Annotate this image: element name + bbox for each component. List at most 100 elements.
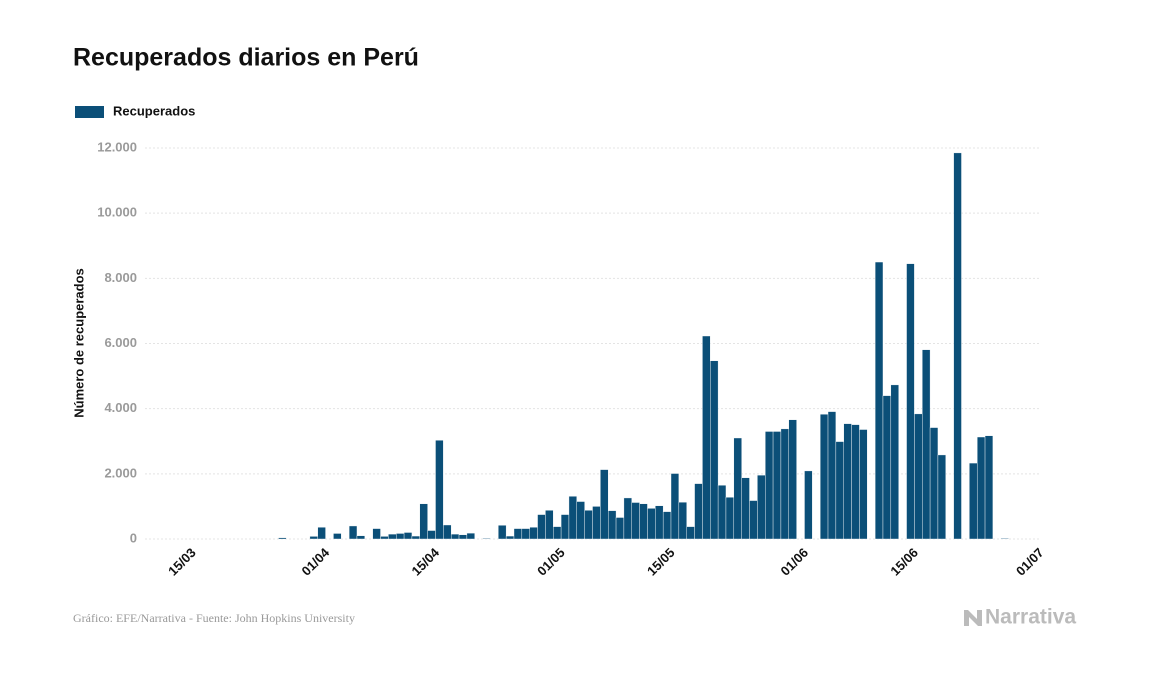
bar [584,510,593,540]
bar [435,440,444,540]
bar [717,485,727,540]
bar [278,537,287,540]
bar [741,477,750,540]
bar [623,497,632,540]
bar [733,437,742,540]
bar [576,501,585,540]
bar [678,501,687,540]
x-tick-label: 15/04 [408,544,442,578]
x-tick-label: 15/03 [165,545,199,579]
bar [631,502,640,540]
bar [450,533,460,540]
bar [976,436,986,540]
legend-swatch [75,106,104,118]
bar [780,428,789,540]
bar [914,413,923,540]
bar [749,500,758,540]
x-tick-label: 15/06 [887,545,921,579]
bar [835,441,844,540]
bar [521,528,530,540]
x-tick-label: 01/04 [299,544,333,578]
bar [772,431,782,540]
bar [348,525,358,540]
bar [655,505,664,540]
chart-title: Recuperados diarios en Perú [73,44,419,72]
x-tick-label: 15/05 [644,545,678,579]
bar [694,483,703,540]
bar [984,435,994,540]
bar [419,503,428,540]
bar [1000,538,1009,540]
bar [804,470,813,540]
bar [568,496,577,540]
bar [411,535,420,540]
legend-label: Recuperados [113,103,195,118]
bar [843,423,852,540]
x-tick-label: 01/07 [1013,545,1047,579]
bar [647,508,656,540]
bar [458,534,468,540]
x-tick-label: 01/06 [777,545,811,579]
bar [929,427,939,540]
brand-logo [964,610,982,626]
bar [560,514,570,540]
bar [788,419,797,540]
bar [553,526,562,540]
y-tick-label: 6.000 [104,335,137,350]
bar [639,503,648,540]
bar [372,528,381,540]
bar [937,454,946,540]
bar [922,349,931,540]
bar [725,497,735,540]
bar [874,261,884,540]
bar [427,530,436,540]
bar [702,335,711,540]
bar [403,532,413,540]
bar [498,525,507,540]
bar [443,524,452,540]
bar [309,536,318,540]
bar [827,411,837,540]
brand-name: Narrativa [985,606,1076,629]
bar [505,535,515,540]
bar [396,533,405,540]
y-tick-label: 0 [130,530,137,545]
bar [600,469,609,540]
bar [670,473,680,540]
bar [757,474,766,540]
bar [388,533,397,540]
bar [608,510,617,540]
bar [906,263,915,540]
bar [317,527,326,540]
bar [710,360,719,540]
bar [537,514,546,540]
bar [466,532,475,540]
bar [882,395,892,540]
bar [953,152,962,540]
bar [662,511,672,540]
y-tick-label: 2.000 [104,465,137,480]
bar [545,510,554,540]
bar [686,526,695,540]
bar [819,414,829,540]
bar [859,429,868,540]
y-tick-label: 10.000 [97,205,137,220]
bar [356,535,366,540]
bar [765,431,774,540]
y-tick-label: 12.000 [97,139,137,154]
bar [513,528,523,540]
bar [333,533,342,540]
bar [482,538,491,540]
y-axis-label: Número de recuperados [71,268,86,418]
bar [380,536,389,540]
bar [890,384,899,540]
y-tick-label: 8.000 [104,270,137,285]
source-note: Gráfico: EFE/Narrativa - Fuente: John Ho… [73,611,355,625]
x-tick-label: 01/05 [534,545,568,579]
bar [851,424,860,540]
bar [592,506,601,540]
y-tick-label: 4.000 [104,400,137,415]
bar [969,462,978,540]
bar [529,527,538,540]
